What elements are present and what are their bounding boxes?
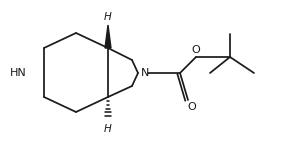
Text: O: O <box>188 102 196 112</box>
Text: H: H <box>104 12 112 22</box>
Text: O: O <box>192 45 200 55</box>
Text: HN: HN <box>10 68 26 78</box>
Text: N: N <box>141 68 149 78</box>
Polygon shape <box>105 25 111 48</box>
Text: H: H <box>104 124 112 134</box>
